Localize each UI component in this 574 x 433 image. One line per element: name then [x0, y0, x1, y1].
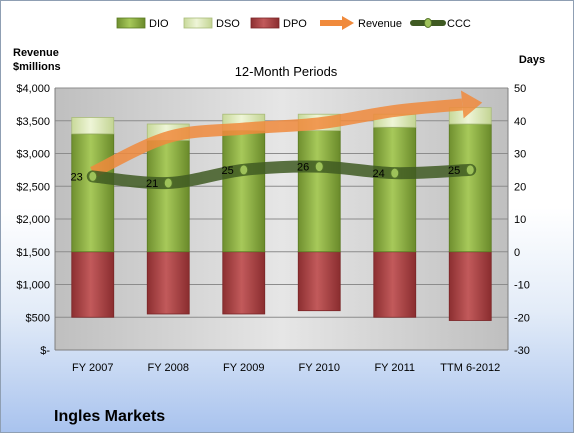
y-right-tick-label: 30	[514, 149, 526, 161]
ccc-line	[86, 160, 477, 190]
bar-dpo	[448, 251, 492, 321]
y-left-tick-label: $4,000	[16, 83, 50, 95]
y-left-tick-label: $1,000	[16, 280, 50, 292]
bar-dio	[146, 139, 190, 253]
y-left-tick-label: $3,500	[16, 116, 50, 128]
y-left-tick-label: $-	[40, 345, 50, 357]
ccc-data-label: 25	[222, 165, 234, 177]
y-right-tick-label: 10	[514, 214, 526, 226]
legend-swatch-revenue-head	[342, 16, 354, 30]
y-left-label-line1: Revenue	[13, 47, 59, 59]
chart-title: 12-Month Periods	[235, 64, 338, 79]
y-left-tick-label: $2,500	[16, 181, 50, 193]
x-tick-label: FY 2008	[148, 362, 189, 374]
legend-swatch-dio	[116, 17, 146, 29]
x-tick-label: FY 2011	[374, 362, 415, 374]
axes-layer: $- $500 $1,000 $1,500 $2,000 $2,500 $3,000 $3,5…	[16, 83, 530, 374]
y-right-tick-label: 20	[514, 181, 526, 193]
y-right-tick-label: 40	[514, 116, 526, 128]
y-right-tick-label: -10	[514, 280, 530, 292]
x-tick-label: FY 2010	[299, 362, 340, 374]
legend-swatch-dpo	[250, 17, 280, 29]
legend-label-ccc: CCC	[447, 18, 471, 30]
bar-dpo	[146, 251, 190, 315]
bar-dio	[71, 133, 115, 253]
y-left-tick-label: $1,500	[16, 247, 50, 259]
bar-dpo	[297, 251, 341, 312]
ccc-point	[88, 170, 98, 182]
legend-label-dso: DSO	[216, 18, 240, 30]
y-left-tick-label: $3,000	[16, 149, 50, 161]
x-tick-label: FY 2009	[223, 362, 264, 374]
legend-label-dio: DIO	[149, 18, 169, 30]
y-left-tick-label: $2,000	[16, 214, 50, 226]
revenue-arrowhead	[460, 90, 483, 119]
y-right-tick-label: -30	[514, 345, 530, 357]
revenue-line	[90, 98, 463, 178]
bar-dio	[448, 123, 492, 253]
ccc-data-label: 24	[373, 168, 385, 180]
y-left-tick-label: $500	[26, 312, 50, 324]
legend-swatch-ccc-marker	[424, 18, 432, 28]
bar-dio	[222, 130, 266, 253]
ccc-point	[314, 161, 324, 173]
y-right-label: Days	[519, 54, 545, 66]
ccc-point	[390, 167, 400, 179]
company-name: Ingles Markets	[54, 408, 165, 425]
bar-dio	[373, 126, 417, 253]
y-right-tick-label: 50	[514, 83, 526, 95]
legend-label-dpo: DPO	[283, 18, 307, 30]
ccc-data-label: 21	[146, 178, 158, 190]
y-left-label-line2: $millions	[13, 61, 61, 73]
bar-dio	[297, 130, 341, 253]
legend-swatch-dso	[183, 17, 213, 29]
bar-dpo	[71, 251, 115, 318]
ccc-point	[239, 164, 249, 176]
bars-layer	[71, 107, 492, 321]
ccc-point	[465, 164, 475, 176]
bar-dso	[71, 117, 115, 135]
legend-label-revenue: Revenue	[358, 18, 402, 30]
ccc-point	[163, 177, 173, 189]
legend: DIO DSO DPO Revenue CCC	[116, 16, 471, 30]
ccc-data-label: 23	[71, 171, 83, 183]
bar-dpo	[222, 251, 266, 315]
y-right-tick-label: -20	[514, 312, 530, 324]
bar-dpo	[373, 251, 417, 318]
lines-layer: 23 21 25 26 24 25	[71, 90, 483, 190]
ccc-data-label: 25	[448, 165, 460, 177]
x-tick-label: FY 2007	[72, 362, 113, 374]
ccc-data-label: 26	[297, 162, 309, 174]
y-right-tick-label: 0	[514, 247, 520, 259]
x-tick-label: TTM 6-2012	[440, 362, 500, 374]
